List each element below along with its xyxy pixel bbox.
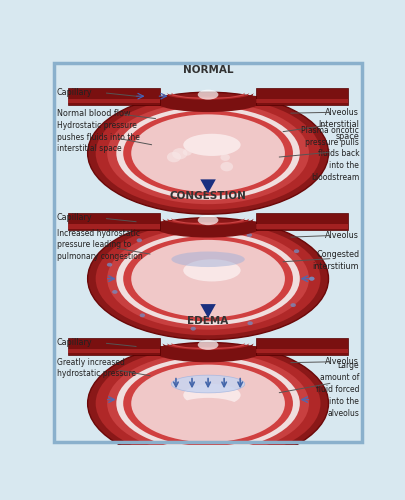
Ellipse shape — [123, 110, 292, 196]
Ellipse shape — [171, 252, 244, 267]
Text: Alveolus: Alveolus — [324, 358, 358, 366]
Bar — [256, 224, 347, 228]
Ellipse shape — [183, 134, 240, 156]
Text: Increased hydrostatic
pressure leading to
pulmonary congestion: Increased hydrostatic pressure leading t… — [57, 228, 142, 261]
Text: EDEMA: EDEMA — [187, 316, 228, 326]
Ellipse shape — [197, 215, 218, 225]
Text: NORMAL: NORMAL — [182, 64, 233, 74]
Text: Normal blood flow: Normal blood flow — [57, 110, 130, 118]
Bar — [68, 349, 160, 354]
Polygon shape — [200, 304, 215, 318]
Text: Capillary: Capillary — [57, 338, 92, 347]
Ellipse shape — [139, 314, 145, 318]
Ellipse shape — [96, 347, 320, 460]
Ellipse shape — [247, 322, 252, 325]
Text: Congested
interstitium: Congested interstitium — [312, 250, 358, 270]
Ellipse shape — [87, 92, 328, 214]
Ellipse shape — [96, 222, 320, 335]
Ellipse shape — [171, 375, 244, 393]
Bar — [68, 213, 160, 230]
Ellipse shape — [190, 225, 195, 229]
Ellipse shape — [107, 352, 308, 454]
Ellipse shape — [197, 340, 218, 350]
Text: Alveolus: Alveolus — [324, 108, 358, 117]
Ellipse shape — [220, 154, 229, 161]
Ellipse shape — [116, 106, 299, 200]
Bar — [68, 338, 160, 355]
Ellipse shape — [166, 152, 181, 162]
Ellipse shape — [116, 357, 299, 450]
Ellipse shape — [290, 303, 295, 307]
Bar — [256, 338, 347, 355]
Ellipse shape — [116, 232, 299, 325]
Ellipse shape — [190, 326, 196, 330]
Text: Capillary: Capillary — [57, 214, 92, 222]
Ellipse shape — [171, 398, 244, 425]
Ellipse shape — [123, 360, 292, 446]
Ellipse shape — [131, 364, 284, 442]
Ellipse shape — [220, 162, 232, 172]
Ellipse shape — [172, 148, 187, 160]
Bar — [68, 88, 160, 104]
Text: Capillary: Capillary — [57, 88, 92, 97]
Ellipse shape — [131, 114, 284, 192]
Ellipse shape — [182, 149, 191, 156]
Bar — [68, 99, 160, 103]
Polygon shape — [200, 180, 215, 193]
Text: Alveolus: Alveolus — [324, 231, 358, 240]
Ellipse shape — [136, 238, 142, 242]
Bar — [256, 349, 347, 354]
Text: Hydrostatic pressure
pushes fluids into the
interstitial space: Hydrostatic pressure pushes fluids into … — [57, 120, 139, 154]
Bar — [256, 88, 347, 104]
Text: Greatly increased
hydrostatic pressure: Greatly increased hydrostatic pressure — [57, 358, 136, 378]
Ellipse shape — [293, 250, 298, 253]
Ellipse shape — [123, 236, 292, 322]
Text: CONGESTION: CONGESTION — [169, 191, 246, 201]
Ellipse shape — [107, 228, 308, 330]
Ellipse shape — [131, 240, 284, 318]
Text: Large
amount of
fluid forced
into the
alveolus: Large amount of fluid forced into the al… — [315, 362, 358, 418]
Ellipse shape — [308, 277, 313, 280]
Ellipse shape — [183, 384, 240, 406]
Bar — [256, 99, 347, 103]
Text: Interstitial
space: Interstitial space — [318, 120, 358, 141]
Bar — [256, 213, 347, 230]
Ellipse shape — [112, 290, 117, 294]
Ellipse shape — [308, 277, 314, 280]
Text: Plasma oncotic
pressure pulls
fluids back
into the
bloodstream: Plasma oncotic pressure pulls fluids bac… — [301, 126, 358, 182]
Ellipse shape — [107, 263, 112, 266]
Ellipse shape — [87, 218, 328, 340]
Ellipse shape — [96, 96, 320, 210]
Ellipse shape — [183, 260, 240, 281]
Ellipse shape — [87, 342, 328, 464]
Ellipse shape — [107, 102, 308, 204]
Ellipse shape — [246, 233, 252, 237]
Ellipse shape — [197, 90, 218, 100]
Bar — [68, 224, 160, 228]
